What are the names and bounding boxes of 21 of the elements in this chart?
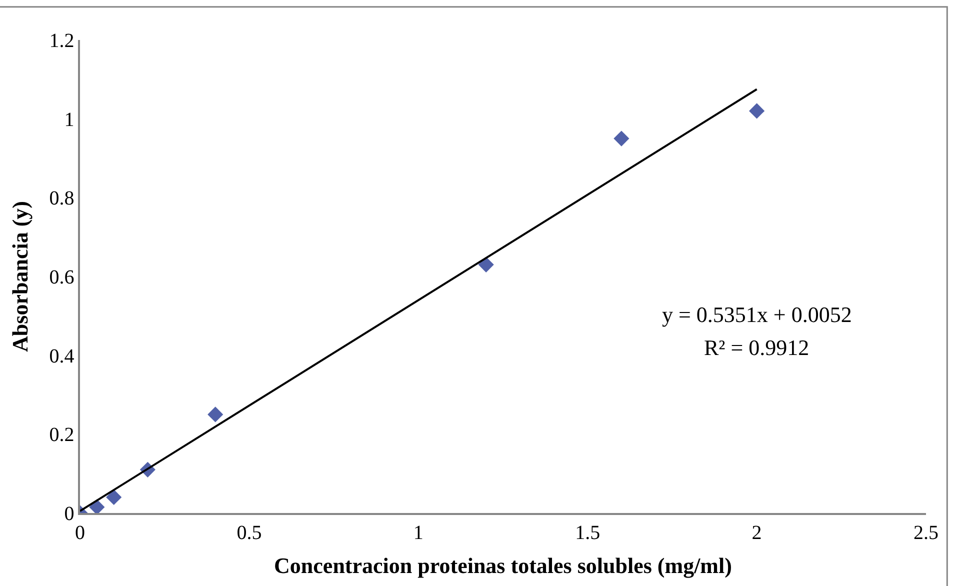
point bbox=[106, 489, 122, 506]
point bbox=[614, 130, 630, 146]
y-tick-label: 0.6 bbox=[49, 266, 74, 288]
y-tick-label: 0.8 bbox=[49, 188, 74, 210]
y-tick-label: 1.2 bbox=[49, 30, 74, 52]
y-tick-label: 0 bbox=[64, 503, 74, 525]
x-tick-label: 1 bbox=[413, 522, 424, 544]
y-tick-label: 0.4 bbox=[49, 345, 74, 368]
point bbox=[208, 406, 224, 422]
x-axis-title: Concentracion proteinas totales solubles (mg/ml) bbox=[274, 553, 732, 578]
point bbox=[749, 103, 765, 119]
point bbox=[478, 256, 494, 272]
x-tick-label: 2 bbox=[752, 522, 762, 544]
y-tick-label: 0.2 bbox=[49, 424, 74, 446]
y-axis-title: Absorbancia (y) bbox=[8, 201, 33, 352]
annotation: R² = 0.9912 bbox=[704, 335, 810, 360]
x-tick-label: 0.5 bbox=[236, 522, 262, 544]
x-tick-label: 1.5 bbox=[575, 522, 600, 544]
y-tick-label: 1 bbox=[64, 108, 74, 131]
x-tick-label: 2.5 bbox=[914, 522, 938, 544]
annotation: y = 0.5351x + 0.0052 bbox=[662, 302, 852, 327]
